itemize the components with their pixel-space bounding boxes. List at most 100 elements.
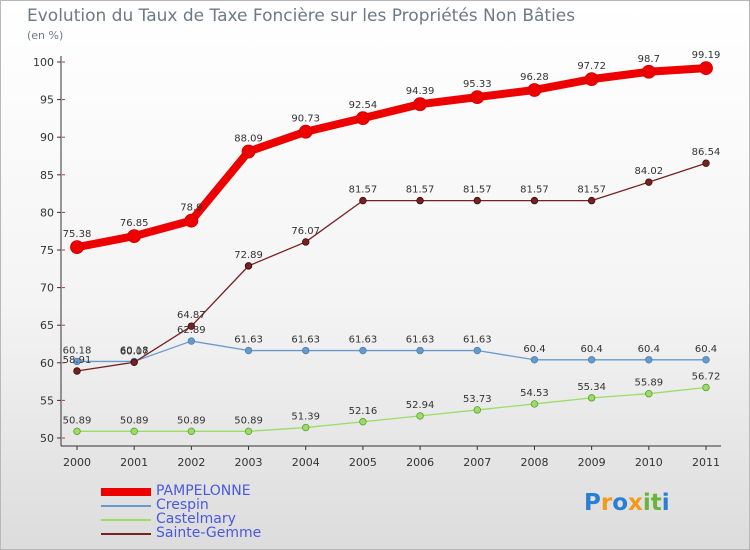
data-label: 53.73: [463, 394, 492, 405]
y-tick-label: 55: [40, 394, 54, 407]
data-label: 90.73: [291, 114, 320, 125]
data-label: 50.89: [177, 415, 206, 426]
data-point: [587, 394, 596, 402]
data-label: 97.72: [577, 61, 606, 72]
legend-label: PAMPELONNE: [156, 483, 251, 499]
series-points: [70, 61, 713, 436]
x-tick-label: 2002: [177, 456, 205, 469]
data-label: 95.33: [463, 79, 492, 90]
data-point: [298, 124, 313, 139]
data-point: [130, 427, 138, 436]
data-label: 55.34: [577, 382, 606, 393]
x-tick-label: 2005: [349, 456, 377, 469]
data-label: 61.63: [234, 335, 263, 346]
y-tick-label: 90: [40, 131, 54, 144]
data-point: [527, 83, 542, 97]
data-label: 98.7: [638, 54, 660, 65]
y-tick-label: 65: [40, 319, 54, 332]
data-point: [702, 356, 710, 364]
logo-letter: P: [584, 490, 601, 516]
data-point: [70, 240, 84, 255]
data-label: 81.57: [406, 185, 435, 196]
data-label: 96.28: [520, 72, 549, 83]
data-point: [73, 357, 81, 366]
series-line-0: [73, 64, 710, 252]
data-point: [584, 72, 599, 87]
data-label: 50.89: [63, 415, 92, 426]
y-tick-label: 80: [40, 206, 54, 219]
data-label: 64.87: [177, 310, 206, 321]
y-tick-label: 85: [40, 169, 54, 182]
data-label: 60.4: [523, 344, 545, 355]
data-label: 55.89: [634, 378, 663, 389]
data-point: [416, 196, 424, 205]
data-label: 61.63: [406, 335, 435, 346]
data-label: 56.72: [692, 371, 721, 382]
y-axis-label: (en %): [27, 29, 64, 42]
chart-axes: 50 55 60 65 70 75 80 85 90 95 100 2000 2001 2002 2003 2…: [33, 56, 721, 469]
data-point: [302, 423, 310, 432]
x-tick-label: 2009: [578, 456, 606, 469]
data-point: [184, 213, 199, 228]
data-point: [73, 367, 81, 375]
y-tick-label: 70: [40, 282, 54, 295]
data-point: [702, 383, 710, 392]
data-label: 86.54: [692, 147, 721, 158]
series-line-3: [76, 162, 707, 372]
data-label: 60.07: [120, 346, 149, 357]
data-label: 60.18: [63, 345, 92, 356]
y-tick-label: 50: [40, 432, 54, 445]
data-label: 92.54: [349, 100, 378, 111]
data-label: 88.09: [234, 134, 263, 145]
legend-swatch: [101, 519, 151, 521]
y-tick-label: 95: [40, 94, 54, 107]
data-point: [187, 337, 196, 345]
series-lines: [73, 64, 710, 432]
data-labels: 75.38 76.85 78.9 88.09 90.73 92.54 94.39 95.33 9…: [63, 50, 721, 426]
data-label: 58.91: [63, 355, 92, 366]
data-label: 50.89: [234, 415, 263, 426]
data-label: 52.16: [349, 406, 378, 417]
logo-letter: o: [612, 490, 629, 516]
data-point: [641, 64, 656, 79]
series-line-2: [76, 386, 707, 432]
data-label: 81.57: [349, 185, 378, 196]
data-label: 62.89: [177, 325, 206, 336]
x-tick-label: 2003: [235, 456, 263, 469]
data-point: [359, 418, 367, 426]
legend-label: Castelmary: [156, 511, 236, 527]
data-label: 78.9: [180, 203, 202, 214]
x-tick-label: 2007: [463, 456, 491, 469]
chart-title: Evolution du Taux de Taxe Foncière sur l…: [27, 6, 576, 26]
data-point: [413, 97, 427, 112]
logo-letter: r: [600, 490, 613, 516]
data-point: [473, 196, 481, 205]
proxiti-logo: Proxiti: [584, 490, 670, 516]
data-point: [587, 196, 596, 205]
legend-swatch: [101, 533, 151, 535]
data-point: [530, 356, 539, 364]
data-point: [244, 346, 253, 355]
data-point: [530, 196, 539, 205]
data-point: [244, 262, 253, 270]
x-tick-label: 2011: [692, 456, 720, 469]
data-point: [470, 90, 485, 105]
data-point: [699, 61, 713, 75]
data-point: [416, 346, 424, 355]
data-label: 94.39: [406, 86, 435, 97]
data-label: 60.4: [695, 344, 717, 355]
data-point: [645, 390, 653, 398]
data-label: 81.57: [577, 185, 606, 196]
data-point: [473, 346, 481, 355]
data-label: 52.94: [406, 400, 435, 411]
logo-letter: i: [661, 490, 670, 516]
data-label: 81.57: [520, 185, 549, 196]
data-label: 76.85: [120, 218, 149, 229]
data-label: 50.89: [120, 415, 149, 426]
data-point: [645, 356, 653, 364]
x-tick-label: 2000: [63, 456, 91, 469]
data-label: 72.89: [234, 250, 263, 261]
legend-label: Crespin: [156, 497, 209, 513]
